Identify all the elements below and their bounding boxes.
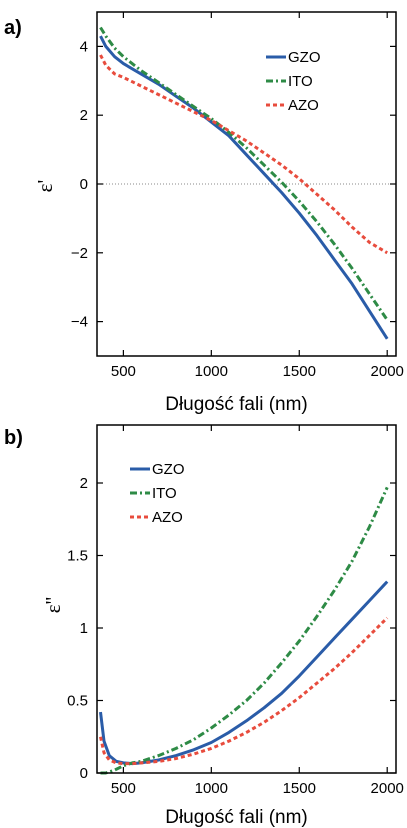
panel-b-series-gzo-line [99, 580, 389, 766]
panel-a-y-tick-label: −2 [71, 245, 88, 262]
panel-a-series-gzo-line [99, 35, 389, 340]
panel-b-x-tick-label: 2000 [371, 780, 404, 797]
panel-a-y-tick-label: 4 [80, 38, 88, 55]
panel-a-y-axis-label: ε' [33, 180, 57, 193]
panel-a-series-azo-line [99, 54, 388, 255]
panel-b-y-tick-label: 1 [80, 620, 88, 637]
panel-a-x-axis-label: Długość fali (nm) [165, 394, 308, 415]
panel-b-y-tick-label: 0 [80, 765, 88, 782]
panel-b-legend-label-ito: ITO [152, 485, 177, 502]
panel-b-y-tick-label: 0.5 [67, 693, 88, 710]
panel-a-legend-label-azo: AZO [288, 97, 319, 114]
panel-b-chart: b) 500 1000 1500 2000 0 0.5 1 1.5 2 Długość fali … [4, 424, 404, 828]
panel-b-legend-label-gzo: GZO [152, 461, 185, 478]
panel-b-series-azo-line [99, 616, 389, 766]
panel-b-label: b) [4, 427, 23, 449]
panel-a-axes-frame [96, 11, 397, 357]
panel-a-series-ito-line [99, 26, 389, 321]
panel-b-legend-label-azo: AZO [152, 509, 183, 526]
panel-b-y-tick-label: 1.5 [67, 548, 88, 565]
panel-a-label: a) [4, 17, 22, 39]
panel-b-x-tick-label: 500 [111, 780, 136, 797]
panel-a-y-tick-label: 2 [80, 107, 88, 124]
panel-b-axes-frame [96, 424, 397, 774]
panel-b-series-ito-line [100, 486, 389, 775]
panel-a-x-tick-label: 1000 [195, 363, 228, 380]
panel-b-x-tick-label: 1000 [195, 780, 228, 797]
panel-a-x-tick-label: 2000 [371, 363, 404, 380]
panel-a-y-tick-label: −4 [71, 314, 88, 331]
panel-b-y-axis-label: ε'' [41, 597, 65, 613]
panel-a-x-tick-label: 500 [111, 363, 136, 380]
panel-b-x-tick-label: 1500 [283, 780, 316, 797]
panel-a-legend-label-ito: ITO [288, 73, 313, 90]
panel-b-x-axis-label: Długość fali (nm) [165, 807, 308, 828]
panel-a-chart: a) 500 1000 1500 2000 −4 −2 0 2 4 Długość fali (n… [4, 11, 404, 415]
panel-a-y-tick-label: 0 [80, 176, 88, 193]
panel-a-x-tick-label: 1500 [283, 363, 316, 380]
panel-a-legend-label-gzo: GZO [288, 49, 321, 66]
panel-b-y-tick-label: 2 [80, 475, 88, 492]
